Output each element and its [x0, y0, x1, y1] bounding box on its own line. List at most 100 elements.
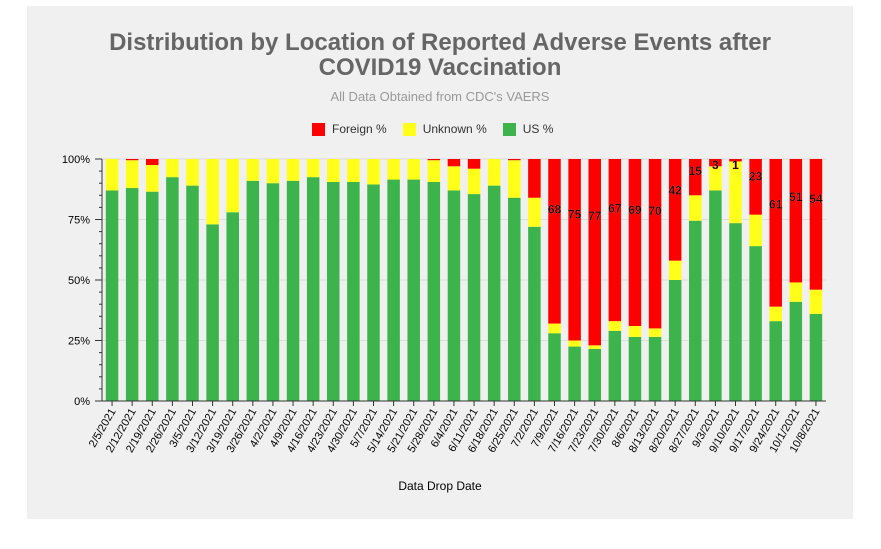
- bar-unknown: [306, 159, 320, 178]
- bar-us: [588, 348, 601, 401]
- y-tick-label: 0%: [74, 396, 90, 408]
- bar-unknown: [689, 195, 702, 221]
- bar-us: [668, 280, 682, 401]
- data-label: 3: [712, 158, 719, 172]
- bar-unknown: [548, 323, 561, 334]
- bar-foreign: [588, 159, 601, 346]
- bar-unknown: [487, 159, 501, 186]
- bar-us: [789, 301, 803, 401]
- bar-us: [749, 246, 762, 401]
- bar-unknown: [769, 306, 782, 322]
- bar-foreign: [568, 159, 581, 341]
- bar-unknown: [508, 160, 521, 198]
- bar-unknown: [749, 214, 762, 247]
- bar-unknown: [608, 321, 622, 331]
- bar-us: [689, 220, 702, 401]
- legend-label-unknown: Unknown %: [422, 122, 487, 136]
- bar-unknown: [226, 159, 239, 213]
- bar-unknown: [146, 165, 159, 192]
- data-label: 67: [608, 202, 622, 216]
- bar-us: [447, 190, 461, 401]
- bar-us: [367, 184, 380, 401]
- y-tick-label: 75%: [68, 215, 90, 227]
- bar-unknown: [125, 160, 139, 189]
- bar-us: [648, 336, 662, 401]
- chart-subtitle: All Data Obtained from CDC's VAERS: [330, 89, 550, 104]
- legend: Foreign % Unknown % US %: [312, 121, 569, 137]
- legend-item-unknown[interactable]: Unknown %: [402, 122, 487, 136]
- bar-unknown: [789, 282, 803, 302]
- legend-swatch-foreign: [312, 122, 325, 136]
- y-tick-label: 100%: [62, 154, 90, 166]
- bar-unknown: [588, 345, 601, 349]
- bar-us: [729, 223, 742, 401]
- bar-foreign: [508, 159, 521, 161]
- data-label: 70: [648, 204, 662, 218]
- bar-us: [206, 224, 219, 401]
- bar-unknown: [166, 159, 179, 178]
- bar-us: [166, 177, 179, 401]
- bar-foreign: [648, 159, 662, 329]
- y-tick-label: 50%: [68, 275, 90, 287]
- bar-foreign: [447, 159, 461, 167]
- bar-unknown: [809, 289, 823, 314]
- bar-us: [608, 330, 622, 401]
- legend-item-us[interactable]: US %: [502, 122, 554, 136]
- data-label: 68: [548, 202, 562, 216]
- bar-us: [709, 190, 722, 401]
- bar-unknown: [186, 159, 199, 186]
- bar-unknown: [729, 161, 742, 224]
- bar-us: [125, 188, 139, 401]
- bar-foreign: [729, 159, 742, 162]
- bar-foreign: [427, 159, 441, 161]
- legend-swatch-us: [502, 122, 516, 136]
- bar-us: [387, 179, 400, 401]
- bar-us: [407, 179, 420, 401]
- data-label: 15: [689, 164, 703, 178]
- bar-unknown: [246, 159, 260, 181]
- bar-us: [809, 313, 823, 401]
- bar-foreign: [709, 159, 722, 167]
- bar-foreign: [528, 159, 541, 198]
- bar-unknown: [709, 166, 722, 191]
- bar-unknown: [206, 159, 219, 225]
- data-label: 54: [809, 192, 823, 206]
- bar-us: [467, 194, 481, 401]
- legend-label-us: US %: [522, 122, 554, 136]
- bar-us: [548, 333, 561, 401]
- bar-foreign: [749, 159, 762, 215]
- bar-unknown: [327, 159, 340, 182]
- data-label: 23: [749, 170, 763, 184]
- bar-us: [105, 190, 119, 401]
- bar-unknown: [628, 325, 642, 337]
- chart-title: Distribution by Location of Reported Adv…: [109, 29, 771, 81]
- legend-swatch-unknown: [402, 122, 416, 136]
- bar-us: [306, 177, 320, 401]
- bar-us: [347, 181, 360, 401]
- bar-us: [769, 321, 782, 401]
- bar-unknown: [568, 340, 581, 347]
- bar-foreign: [769, 159, 782, 307]
- bar-foreign: [548, 159, 561, 324]
- data-label: 51: [789, 190, 803, 204]
- bar-unknown: [447, 166, 461, 191]
- bar-unknown: [668, 260, 682, 280]
- bar-unknown: [467, 168, 481, 195]
- bar-foreign: [146, 159, 159, 166]
- bar-unknown: [367, 159, 380, 185]
- bar-us: [266, 183, 280, 401]
- bar-us: [528, 226, 541, 401]
- bar-unknown: [286, 159, 300, 181]
- bar-foreign: [689, 159, 702, 196]
- bar-us: [327, 181, 340, 401]
- bar-us: [226, 212, 239, 401]
- data-label: 61: [769, 197, 783, 211]
- bar-us: [487, 185, 501, 401]
- bar-us: [508, 197, 521, 401]
- bar-unknown: [347, 159, 360, 182]
- legend-item-foreign[interactable]: Foreign %: [312, 122, 387, 136]
- data-label: 42: [668, 183, 682, 197]
- bar-foreign: [608, 159, 622, 322]
- bar-foreign: [668, 159, 682, 261]
